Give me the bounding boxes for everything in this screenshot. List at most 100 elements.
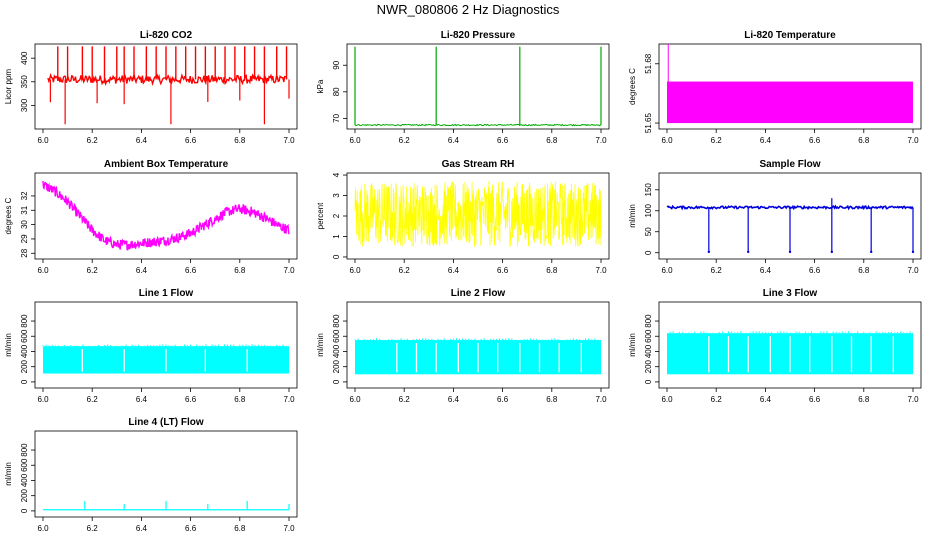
x-tick-label: 6.2 <box>87 395 99 404</box>
y-tick-label: 600 <box>20 458 29 472</box>
x-tick-label: 7.0 <box>907 266 919 275</box>
x-tick-label: 6.0 <box>37 136 49 145</box>
chart-title: Line 1 Flow <box>139 288 194 299</box>
sample-flow-dip-point <box>869 250 873 254</box>
chart-panel-6: Sample Flow ml/min 6.0 6.2 6.4 6.6 6.8 7.0 0 50 10… <box>628 159 922 275</box>
x-tick-label: 6.6 <box>497 395 509 404</box>
x-tick-label: 6.2 <box>87 136 99 145</box>
y-tick-label: 200 <box>20 488 29 502</box>
pressure-series <box>354 123 602 127</box>
y-tick-label: 400 <box>332 344 341 358</box>
figure-title: NWR_080806 2 Hz Diagnostics <box>377 2 560 17</box>
y-axis-label: Licor ppm <box>4 69 13 104</box>
chart-title: Li-820 CO2 <box>140 30 193 41</box>
y-tick-label: 2 <box>332 213 341 218</box>
x-tick-label: 6.0 <box>661 266 673 275</box>
plot-frame <box>34 43 298 130</box>
sample-flow-dip-point <box>707 250 711 254</box>
rh-series <box>354 181 602 247</box>
y-tick-label: 31 <box>20 205 29 214</box>
chart-panel-2: Li-820 Pressure kPa 6.0 6.2 6.4 6.6 6.8 7.0 70 80… <box>316 30 610 145</box>
x-tick-label: 6.8 <box>858 266 870 275</box>
plot-frame <box>658 301 922 389</box>
y-tick-label: 100 <box>644 204 653 218</box>
x-tick-label: 6.2 <box>399 266 411 275</box>
x-tick-label: 6.4 <box>136 266 148 275</box>
x-tick-label: 6.4 <box>136 524 148 533</box>
sample-flow-dip-point <box>911 250 915 254</box>
x-tick-label: 7.0 <box>907 395 919 404</box>
chart-panel-4: Ambient Box Temperature degrees C 6.0 6.2 6.… <box>4 159 298 275</box>
chart-panel-8: Line 2 Flow ml/min 6.0 6.2 6.4 6.6 6.8 7.0 0 2004… <box>316 288 610 404</box>
y-tick-label: 800 <box>20 314 29 328</box>
chart-panel-1: Li-820 CO2 Licor ppm 6.0 6.2 6.4 6.6 6.8 7.0 300… <box>4 30 298 145</box>
y-axis-label: ml/min <box>316 333 325 357</box>
y-axis-label: ml/min <box>4 462 13 486</box>
x-tick-label: 6.6 <box>185 136 197 145</box>
co2-series <box>47 72 287 87</box>
x-tick-label: 6.0 <box>349 136 361 145</box>
x-tick-label: 6.4 <box>448 266 460 275</box>
y-axis-label: percent <box>316 202 325 229</box>
x-tick-label: 6.0 <box>37 524 49 533</box>
y-tick-label: 3 <box>332 193 341 198</box>
x-tick-label: 6.4 <box>448 136 460 145</box>
y-tick-label: 4 <box>332 172 341 177</box>
y-axis-label: kPa <box>316 79 325 93</box>
x-tick-label: 6.8 <box>234 524 246 533</box>
y-tick-label: 70 <box>332 113 341 122</box>
y-axis-label: degrees C <box>628 68 637 105</box>
y-tick-label: 28 <box>20 248 29 257</box>
x-tick-label: 7.0 <box>283 524 295 533</box>
x-tick-label: 6.2 <box>711 136 723 145</box>
y-axis-label: ml/min <box>628 204 637 228</box>
sample-flow-dip-point <box>746 250 750 254</box>
x-tick-label: 6.2 <box>711 266 723 275</box>
x-tick-label: 6.2 <box>399 395 411 404</box>
x-tick-label: 6.4 <box>760 395 772 404</box>
x-tick-label: 6.4 <box>760 266 772 275</box>
temperature-band <box>667 81 913 124</box>
chart-panel-7: Line 1 Flow ml/min 6.0 6.2 6.4 6.6 6.8 7.0 0 2004… <box>4 288 298 404</box>
x-tick-label: 6.2 <box>87 266 99 275</box>
x-tick-label: 6.4 <box>760 136 772 145</box>
y-tick-label: 90 <box>332 60 341 69</box>
y-tick-label: 0 <box>644 379 653 384</box>
x-tick-label: 6.8 <box>858 136 870 145</box>
x-tick-label: 7.0 <box>595 266 607 275</box>
x-tick-label: 6.8 <box>546 266 558 275</box>
y-tick-label: 51.65 <box>644 113 653 134</box>
x-tick-label: 7.0 <box>907 136 919 145</box>
x-tick-label: 6.0 <box>37 266 49 275</box>
y-tick-label: 300 <box>20 98 29 112</box>
y-tick-label: 200 <box>20 359 29 373</box>
y-tick-label: 32 <box>20 191 29 200</box>
y-tick-label: 0 <box>20 379 29 384</box>
y-tick-label: 80 <box>332 87 341 96</box>
x-tick-label: 6.8 <box>234 136 246 145</box>
plot-frame <box>658 43 922 130</box>
y-axis-label: ml/min <box>4 333 13 357</box>
y-tick-label: 0 <box>644 250 653 255</box>
plot-frame <box>346 43 610 130</box>
plot-frame <box>34 172 298 260</box>
plot-frame <box>34 430 298 518</box>
y-tick-label: 30 <box>20 220 29 229</box>
chart-panel-5: Gas Stream RH percent 6.0 6.2 6.4 6.6 6.8 7.0 0 1… <box>316 159 610 275</box>
x-tick-label: 7.0 <box>283 266 295 275</box>
y-tick-label: 0 <box>332 254 341 259</box>
y-tick-label: 51.68 <box>644 53 653 74</box>
x-tick-label: 6.6 <box>185 524 197 533</box>
x-tick-label: 6.2 <box>711 395 723 404</box>
x-tick-label: 6.6 <box>809 266 821 275</box>
y-tick-label: 400 <box>20 344 29 358</box>
x-tick-label: 6.6 <box>185 395 197 404</box>
y-tick-label: 800 <box>20 443 29 457</box>
ambient-temperature-series <box>42 180 290 251</box>
x-tick-label: 6.0 <box>37 395 49 404</box>
x-tick-label: 6.6 <box>497 136 509 145</box>
x-tick-label: 6.2 <box>399 136 411 145</box>
sample-flow-dip-point <box>830 250 834 254</box>
x-tick-label: 6.0 <box>349 395 361 404</box>
